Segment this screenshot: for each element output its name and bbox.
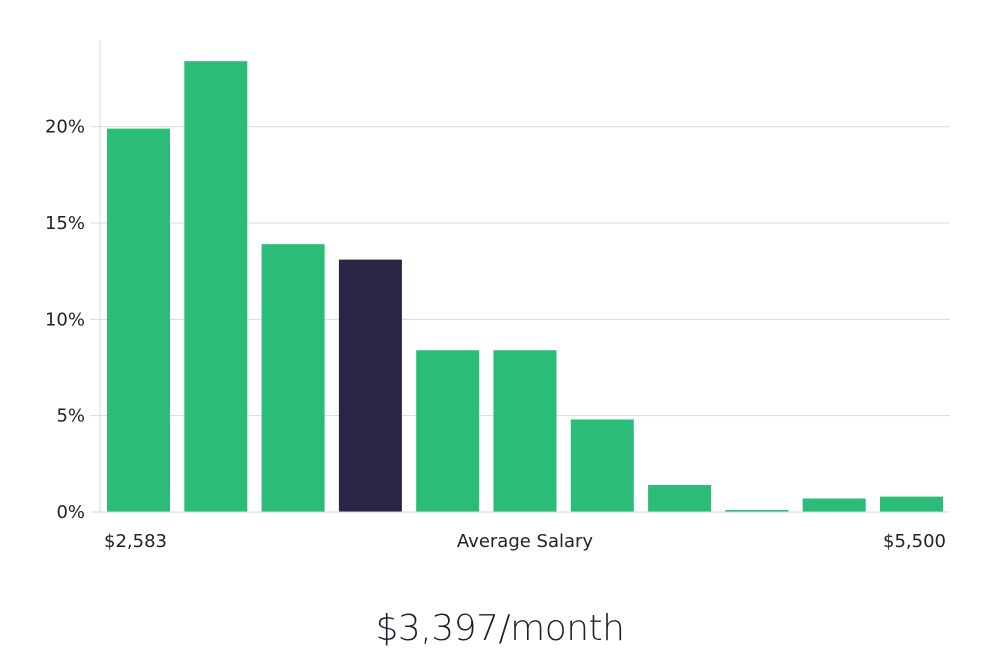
histogram-bar — [493, 350, 557, 512]
y-tick-label: 20% — [45, 117, 85, 138]
histogram-bar — [880, 496, 943, 512]
histogram-bar-highlighted — [338, 259, 402, 512]
histogram-bar — [107, 128, 170, 512]
histogram-bar — [261, 244, 325, 512]
histogram-bar — [184, 61, 248, 512]
y-tick-labels: 0% 5% 10% 15% 20% — [45, 117, 85, 523]
y-tick-label: 0% — [56, 502, 85, 523]
average-salary-value: $3,397/month — [375, 608, 625, 649]
histogram-bar — [725, 510, 789, 512]
x-max-label: $5,500 — [883, 531, 946, 552]
salary-histogram: 0% 5% 10% 15% 20% $2,583 Average Salary $5,5… — [45, 40, 950, 552]
axes — [99, 40, 950, 513]
y-tick-label: 15% — [45, 213, 85, 234]
histogram-bar — [570, 419, 634, 512]
histogram-bars — [107, 61, 943, 512]
x-axis-title: Average Salary — [457, 531, 594, 552]
y-tick-label: 5% — [56, 406, 85, 427]
x-min-label: $2,583 — [104, 531, 167, 552]
x-labels: $2,583 Average Salary $5,500 — [104, 531, 946, 552]
histogram-bar — [648, 485, 712, 512]
histogram-bar — [802, 498, 866, 512]
y-tick-label: 10% — [45, 309, 85, 330]
histogram-bar — [416, 350, 480, 512]
